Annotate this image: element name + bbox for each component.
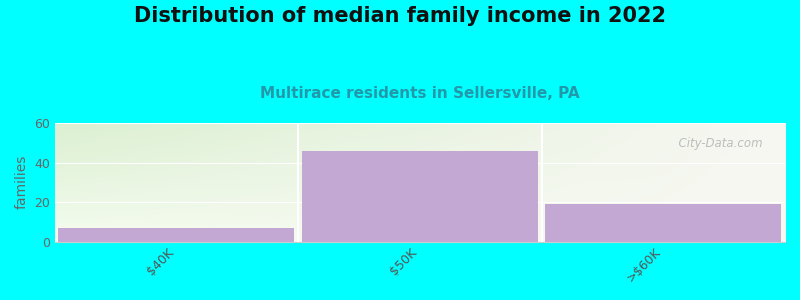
Bar — [545, 204, 782, 242]
Title: Multirace residents in Sellersville, PA: Multirace residents in Sellersville, PA — [260, 86, 580, 101]
Text: City-Data.com: City-Data.com — [671, 137, 763, 150]
Text: Distribution of median family income in 2022: Distribution of median family income in … — [134, 6, 666, 26]
Bar — [58, 228, 294, 242]
Bar — [302, 151, 538, 242]
Y-axis label: families: families — [15, 155, 29, 209]
